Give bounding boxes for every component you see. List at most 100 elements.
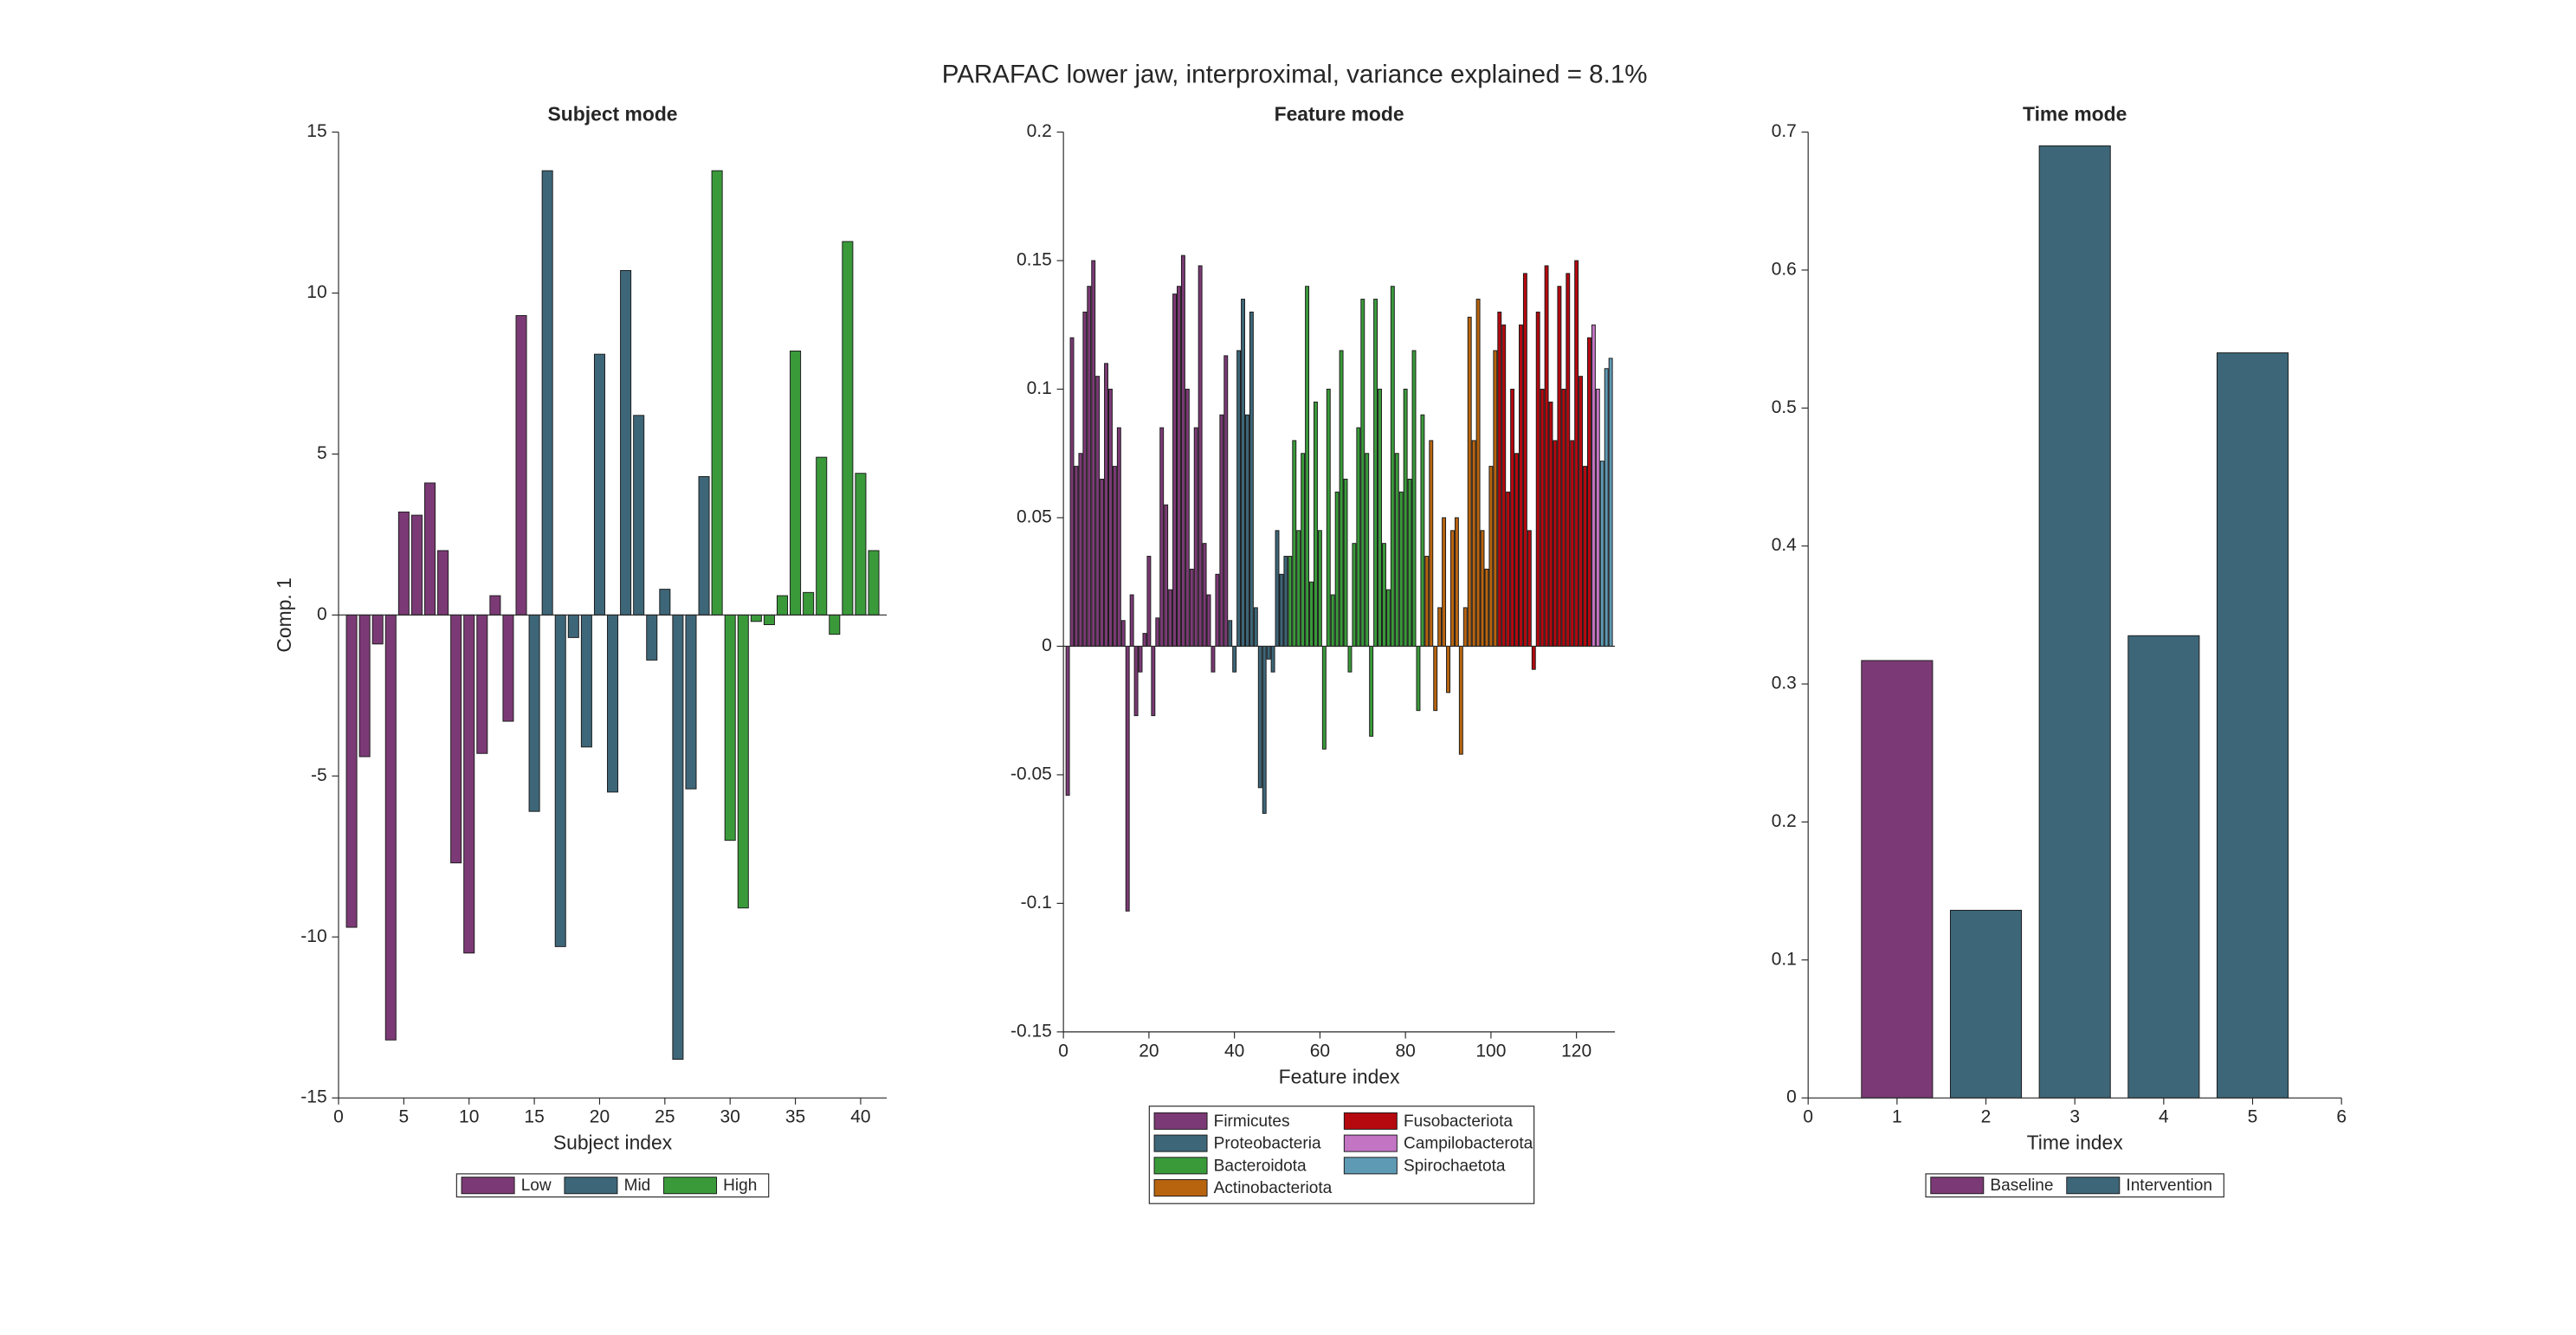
- bar: [1574, 260, 1579, 647]
- bar: [1407, 478, 1412, 647]
- bar: [1185, 389, 1190, 647]
- bar: [489, 595, 501, 616]
- bar: [1416, 645, 1421, 712]
- bar: [1198, 265, 1203, 647]
- bar: [1544, 265, 1549, 647]
- y-tick-label: -0.05: [1010, 764, 1052, 784]
- bar: [1146, 556, 1152, 647]
- x-tick-label: 0: [333, 1107, 344, 1127]
- bar: [1326, 389, 1331, 647]
- bar: [1442, 517, 1447, 647]
- bar: [737, 614, 749, 909]
- bar: [1317, 530, 1322, 647]
- legend-label: Low: [521, 1177, 552, 1195]
- bar: [646, 614, 658, 661]
- bar: [1288, 556, 1293, 647]
- bar: [1206, 594, 1211, 647]
- bar: [1189, 568, 1194, 647]
- bar: [1398, 491, 1404, 647]
- legend-swatch: [1343, 1134, 1398, 1152]
- figure-title: PARAFAC lower jaw, interproximal, varian…: [942, 61, 1648, 89]
- bar: [1467, 316, 1472, 647]
- y-tick-label: 0.2: [1772, 811, 1797, 831]
- y-tick-label: 0.1: [1027, 378, 1052, 398]
- bar: [1108, 389, 1113, 647]
- bar: [1462, 607, 1468, 647]
- y-tick-label: 5: [317, 443, 327, 463]
- bar: [855, 473, 867, 616]
- bar: [1275, 530, 1280, 647]
- bar: [1321, 645, 1327, 750]
- bar: [1548, 401, 1553, 647]
- bar: [1352, 543, 1357, 647]
- bar: [1587, 337, 1591, 647]
- legend-label: Spirochaetota: [1404, 1157, 1506, 1175]
- bar: [1373, 299, 1378, 647]
- bar: [763, 614, 775, 625]
- bar: [1228, 620, 1233, 647]
- y-tick-label: 0.4: [1772, 535, 1797, 555]
- legend: Low Mid High: [455, 1173, 770, 1198]
- bar: [580, 614, 592, 748]
- bar: [1164, 504, 1169, 647]
- bar: [1236, 350, 1242, 647]
- bar: [1347, 645, 1353, 673]
- bar: [1305, 286, 1310, 647]
- bar: [1078, 453, 1083, 647]
- bar: [1314, 401, 1318, 647]
- bar: [1296, 530, 1301, 647]
- bar: [1202, 543, 1207, 647]
- bar: [1365, 453, 1370, 647]
- y-tick-label: -5: [311, 765, 327, 785]
- bar: [1211, 645, 1216, 673]
- x-tick-label: 5: [399, 1107, 410, 1127]
- y-tick-label: -0.15: [1010, 1021, 1052, 1041]
- bar: [2038, 145, 2111, 1099]
- bar: [1411, 350, 1417, 647]
- axes-title: Subject mode: [548, 103, 678, 126]
- bar: [776, 595, 789, 616]
- bar: [1570, 440, 1575, 647]
- bar: [1475, 299, 1481, 647]
- bar: [1095, 376, 1101, 647]
- x-tick-label: 0: [1058, 1041, 1068, 1061]
- bar: [1142, 633, 1147, 647]
- x-tick-label: 35: [785, 1107, 805, 1127]
- bar: [1604, 368, 1609, 647]
- bar: [1385, 589, 1391, 647]
- bar: [1394, 453, 1399, 647]
- bar: [842, 241, 854, 616]
- bar: [1429, 440, 1434, 647]
- bar: [1155, 617, 1160, 647]
- bar: [1488, 466, 1494, 647]
- x-axis-label: Time index: [2027, 1132, 2124, 1154]
- bar: [1382, 543, 1386, 647]
- bar: [1120, 620, 1126, 647]
- bar: [1301, 453, 1306, 647]
- bar: [437, 550, 449, 616]
- bar: [1527, 530, 1532, 647]
- y-tick-label: 10: [307, 282, 326, 302]
- bar: [1292, 440, 1297, 647]
- bar: [1087, 286, 1092, 647]
- bar: [1330, 594, 1335, 647]
- y-axis-label: Comp. 1: [273, 577, 295, 652]
- bar: [1403, 389, 1408, 647]
- y-tick-label: 0.1: [1772, 949, 1797, 969]
- bar: [1309, 581, 1314, 647]
- x-tick-label: 4: [2159, 1107, 2169, 1127]
- bar: [1553, 440, 1558, 647]
- bar: [1608, 358, 1613, 647]
- y-tick-label: 0: [317, 604, 327, 624]
- bar: [2216, 352, 2289, 1099]
- legend-label: Baseline: [1990, 1177, 2053, 1195]
- bar: [1253, 607, 1258, 647]
- y-tick-label: 0: [1786, 1087, 1797, 1107]
- legend-swatch: [1930, 1177, 1985, 1195]
- bar: [1433, 645, 1438, 712]
- bar: [358, 614, 371, 758]
- bar: [1232, 645, 1237, 673]
- bar: [659, 589, 671, 616]
- bar: [1599, 461, 1604, 647]
